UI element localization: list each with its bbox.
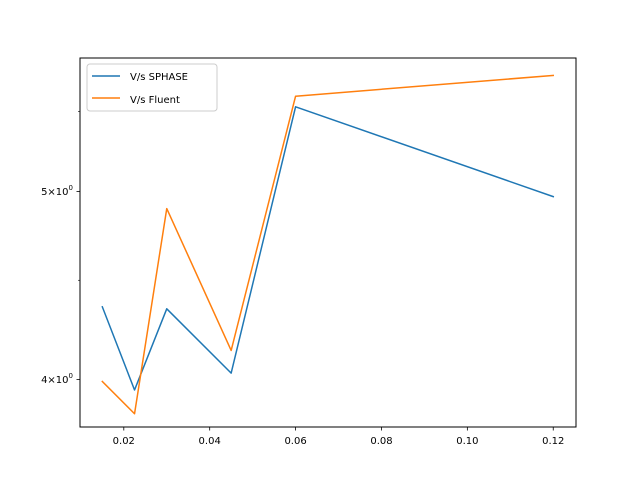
x-tick-label: 0.12 [542,436,564,447]
legend-label-sphase: V/s SPHASE [130,72,188,83]
axis-layer: 0.02 0.04 0.06 0.08 0.10 0.12 4×100 5×100 [41,111,564,447]
x-tick-label: 0.10 [456,436,478,447]
x-tick-label: 0.08 [370,436,392,447]
legend-label-fluent: V/s Fluent [130,95,180,106]
y-tick-label: 4×100 [41,372,73,386]
series-layer [101,74,555,415]
x-tick-label: 0.06 [284,436,306,447]
series-line-sphase [101,106,555,391]
legend: V/s SPHASE V/s Fluent [86,63,218,112]
y-tick-label: 5×100 [41,184,73,198]
x-tick-label: 0.02 [113,436,135,447]
plot-frame [79,57,577,428]
series-line-fluent [101,74,555,415]
x-tick-label: 0.04 [199,436,221,447]
